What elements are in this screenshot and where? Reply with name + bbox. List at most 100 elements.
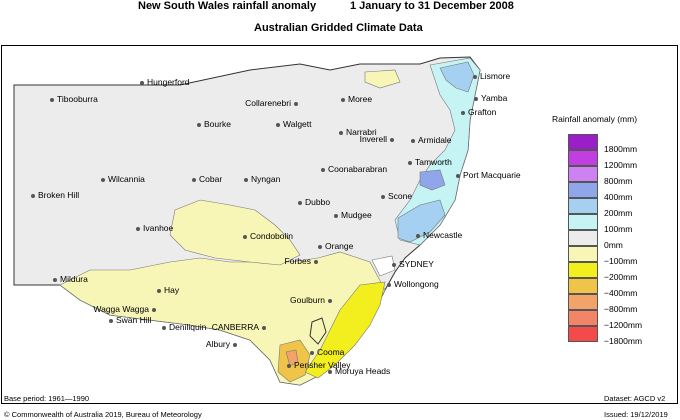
place-marker <box>50 98 54 102</box>
anomaly-minus800-alps <box>285 349 299 367</box>
place-label: Bourke <box>204 119 231 129</box>
legend-swatch <box>568 310 598 326</box>
place-marker <box>456 174 460 178</box>
place-marker <box>461 111 465 115</box>
place-marker <box>381 195 385 199</box>
place-marker <box>192 178 196 182</box>
legend-swatch <box>568 278 598 294</box>
place-marker <box>140 81 144 85</box>
legend-label: −100mm <box>604 256 638 266</box>
legend-label: 400mm <box>604 192 633 202</box>
place-marker <box>328 370 332 374</box>
place-marker <box>334 214 338 218</box>
dataset-note: Dataset: AGCD v2 <box>604 394 666 403</box>
place-label: Port Macquarie <box>463 170 521 180</box>
place-marker <box>318 245 322 249</box>
anomaly-plus200-hunter <box>397 199 446 243</box>
base-period-note: Base period: 1961—1990 <box>4 394 90 403</box>
place-label: Moruya Heads <box>335 366 391 376</box>
legend-swatch <box>568 214 598 230</box>
place-marker <box>294 102 298 106</box>
legend-label: 1200mm <box>604 160 638 170</box>
place-marker <box>243 235 247 239</box>
place-label: Newcastle <box>423 230 463 240</box>
place-label: Hay <box>164 285 180 295</box>
place-marker <box>276 123 280 127</box>
place-label: Wagga Wagga <box>93 304 149 314</box>
place-label: Collarenebri <box>245 98 291 108</box>
place-label: Tamworth <box>415 157 452 167</box>
anomaly-minus200-coast <box>304 281 386 379</box>
map-title: New South Wales rainfall anomaly <box>138 0 317 12</box>
anomaly-plus400-midcoast <box>419 169 446 191</box>
legend-label: 800mm <box>604 176 633 186</box>
place-label: Perisher Valley <box>294 360 351 370</box>
legend-label: −400mm <box>604 288 638 298</box>
place-label: Armidale <box>418 135 452 145</box>
legend-label: −200mm <box>604 272 638 282</box>
place-label: Wollongong <box>394 279 439 289</box>
legend-title: Rainfall anomaly (mm) <box>552 114 638 124</box>
place-marker <box>53 278 57 282</box>
place-label: Moree <box>348 94 373 104</box>
place-marker <box>31 194 35 198</box>
place-label: Nyngan <box>251 174 281 184</box>
place-marker <box>109 319 113 323</box>
place-label: Deniliquin <box>169 322 207 332</box>
place-label: Orange <box>325 241 354 251</box>
place-label: Forbes <box>284 256 311 266</box>
place-marker <box>387 283 391 287</box>
place-marker <box>416 234 420 238</box>
place-label: Dubbo <box>305 197 331 207</box>
place-marker <box>162 326 166 330</box>
legend-swatch <box>568 182 598 198</box>
place-label: Mildura <box>60 274 88 284</box>
place-label: Cobar <box>199 174 223 184</box>
place-marker <box>298 201 302 205</box>
place-label: Swan Hill <box>116 315 152 325</box>
place-label: Yamba <box>481 93 508 103</box>
anomaly-plus200-northeast <box>439 61 475 93</box>
place-label: SYDNEY <box>399 259 434 269</box>
place-marker <box>321 168 325 172</box>
place-marker <box>287 364 291 368</box>
place-marker <box>390 138 394 142</box>
place-label: Goulburn <box>290 295 325 305</box>
legend-swatch <box>568 246 598 262</box>
map-subtitle: Australian Gridded Climate Data <box>254 22 423 34</box>
place-marker <box>152 308 156 312</box>
place-marker <box>411 139 415 143</box>
place-marker <box>233 343 237 347</box>
place-label: Ivanhoe <box>143 223 174 233</box>
legend-label: −800mm <box>604 304 638 314</box>
place-label: Narrabri <box>346 127 377 137</box>
place-label: Albury <box>205 339 230 349</box>
legend-swatch <box>568 262 598 278</box>
place-marker <box>314 260 318 264</box>
legend-label: 1800mm <box>604 144 638 154</box>
place-label: Broken Hill <box>38 190 80 200</box>
act-border <box>309 317 327 345</box>
legend-label: 200mm <box>604 208 633 218</box>
legend-label: 0mm <box>604 240 623 250</box>
place-marker <box>474 97 478 101</box>
legend-swatch <box>568 198 598 214</box>
map-frame <box>1 45 678 404</box>
legend-swatch <box>568 294 598 310</box>
legend-swatch <box>568 230 598 246</box>
place-label: Scone <box>388 191 413 201</box>
place-marker <box>328 299 332 303</box>
legend-swatch <box>568 150 598 166</box>
place-marker <box>244 178 248 182</box>
anomaly-zero-sydney <box>371 255 396 277</box>
legend-label: −1200mm <box>604 320 643 330</box>
place-marker <box>157 289 161 293</box>
place-label: Grafton <box>468 107 497 117</box>
place-marker <box>310 351 314 355</box>
place-label: Condobolin <box>250 231 294 241</box>
place-label: Inverell <box>359 134 387 144</box>
place-marker <box>392 263 396 267</box>
place-label: Coonabarabran <box>328 164 388 174</box>
legend-swatch <box>568 166 598 182</box>
